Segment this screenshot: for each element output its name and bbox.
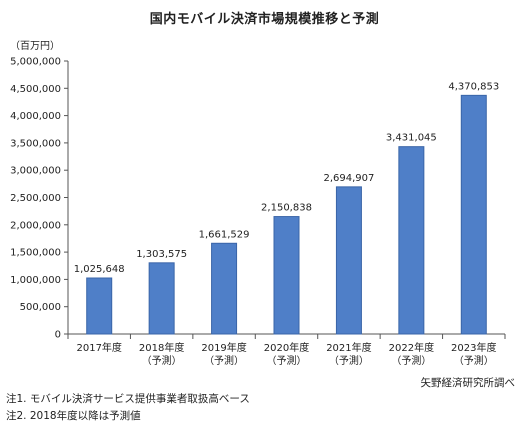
x-category-label: 2017年度 <box>76 341 121 354</box>
x-category-sublabel: （予測） <box>329 354 369 367</box>
x-category-label: 2021年度 <box>326 341 371 354</box>
bar-2019年度 <box>211 242 238 335</box>
bar-2017年度 <box>86 277 113 335</box>
x-category-sublabel: （予測） <box>391 354 431 367</box>
value-label: 1,303,575 <box>136 249 187 260</box>
value-label: 1,025,648 <box>74 264 125 275</box>
bar-2021年度 <box>335 186 362 335</box>
source-note: 矢野経済研究所調べ <box>420 377 516 389</box>
footnote-2: 注2. 2018年度以降は予測値 <box>6 410 141 422</box>
y-axis-unit-label: （百万円） <box>10 41 60 52</box>
y-tick-label: 4,000,000 <box>10 111 61 122</box>
value-label: 4,370,853 <box>448 81 499 92</box>
value-label: 1,661,529 <box>199 229 250 240</box>
value-label: 2,150,838 <box>261 203 312 214</box>
value-label: 2,694,907 <box>323 173 374 184</box>
x-category-sublabel: （予測） <box>267 354 307 367</box>
x-category-sublabel: （予測） <box>142 354 182 367</box>
bar-2018年度 <box>148 262 175 335</box>
x-category-label: 2023年度 <box>451 341 496 354</box>
value-label: 3,431,045 <box>386 133 437 144</box>
y-tick-label: 500,000 <box>20 302 61 313</box>
bar-2023年度 <box>460 94 487 335</box>
y-tick-label: 3,000,000 <box>10 166 61 177</box>
y-tick-label: 0 <box>55 330 61 341</box>
chart-title: 国内モバイル決済市場規模推移と予測 <box>149 12 380 27</box>
x-category-sublabel: （予測） <box>204 354 244 367</box>
x-category-label: 2022年度 <box>389 341 434 354</box>
bar-2020年度 <box>273 216 300 335</box>
y-tick-label: 1,500,000 <box>10 248 61 259</box>
y-tick-label: 4,500,000 <box>10 84 61 95</box>
footnote-1: 注1. モバイル決済サービス提供事業者取扱高ベース <box>6 393 250 405</box>
x-category-label: 2018年度 <box>139 341 184 354</box>
y-tick-label: 2,500,000 <box>10 193 61 204</box>
y-tick-label: 1,000,000 <box>10 275 61 286</box>
bar-2022年度 <box>398 146 425 335</box>
y-tick-label: 5,000,000 <box>10 57 61 68</box>
x-category-label: 2019年度 <box>201 341 246 354</box>
x-category-label: 2020年度 <box>264 341 309 354</box>
x-category-sublabel: （予測） <box>454 354 494 367</box>
y-tick-label: 3,500,000 <box>10 138 61 149</box>
y-tick-label: 2,000,000 <box>10 220 61 231</box>
